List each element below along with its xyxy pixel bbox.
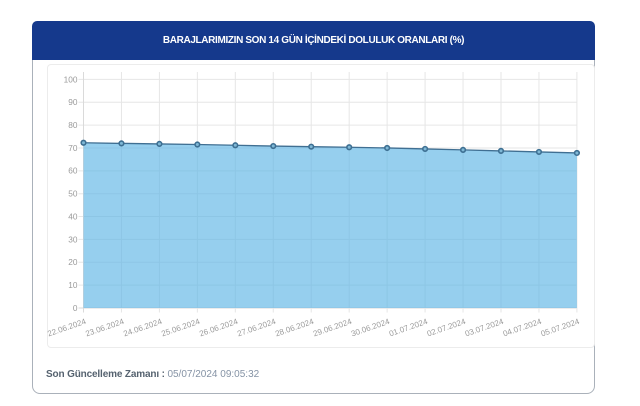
svg-text:90: 90 [68, 97, 78, 107]
svg-text:23.06.2024: 23.06.2024 [84, 317, 125, 339]
svg-text:30: 30 [68, 234, 78, 244]
svg-text:20: 20 [68, 257, 78, 267]
svg-text:70: 70 [68, 143, 78, 153]
svg-text:10: 10 [68, 280, 78, 290]
svg-text:02.07.2024: 02.07.2024 [426, 317, 467, 339]
svg-text:27.06.2024: 27.06.2024 [236, 317, 277, 339]
svg-text:28.06.2024: 28.06.2024 [274, 317, 315, 339]
svg-text:01.07.2024: 01.07.2024 [388, 317, 429, 339]
svg-text:100: 100 [64, 74, 78, 84]
svg-text:40: 40 [68, 211, 78, 221]
svg-text:25.06.2024: 25.06.2024 [160, 317, 201, 339]
svg-text:03.07.2024: 03.07.2024 [464, 317, 505, 339]
svg-text:50: 50 [68, 189, 78, 199]
svg-text:24.06.2024: 24.06.2024 [122, 317, 163, 339]
svg-text:60: 60 [68, 166, 78, 176]
svg-text:26.06.2024: 26.06.2024 [198, 317, 239, 339]
svg-text:05.07.2024: 05.07.2024 [540, 317, 581, 339]
svg-text:04.07.2024: 04.07.2024 [502, 317, 543, 339]
svg-text:22.06.2024: 22.06.2024 [46, 317, 87, 339]
svg-text:0: 0 [73, 303, 78, 313]
svg-text:29.06.2024: 29.06.2024 [312, 317, 353, 339]
svg-text:80: 80 [68, 120, 78, 130]
svg-text:30.06.2024: 30.06.2024 [350, 317, 391, 339]
